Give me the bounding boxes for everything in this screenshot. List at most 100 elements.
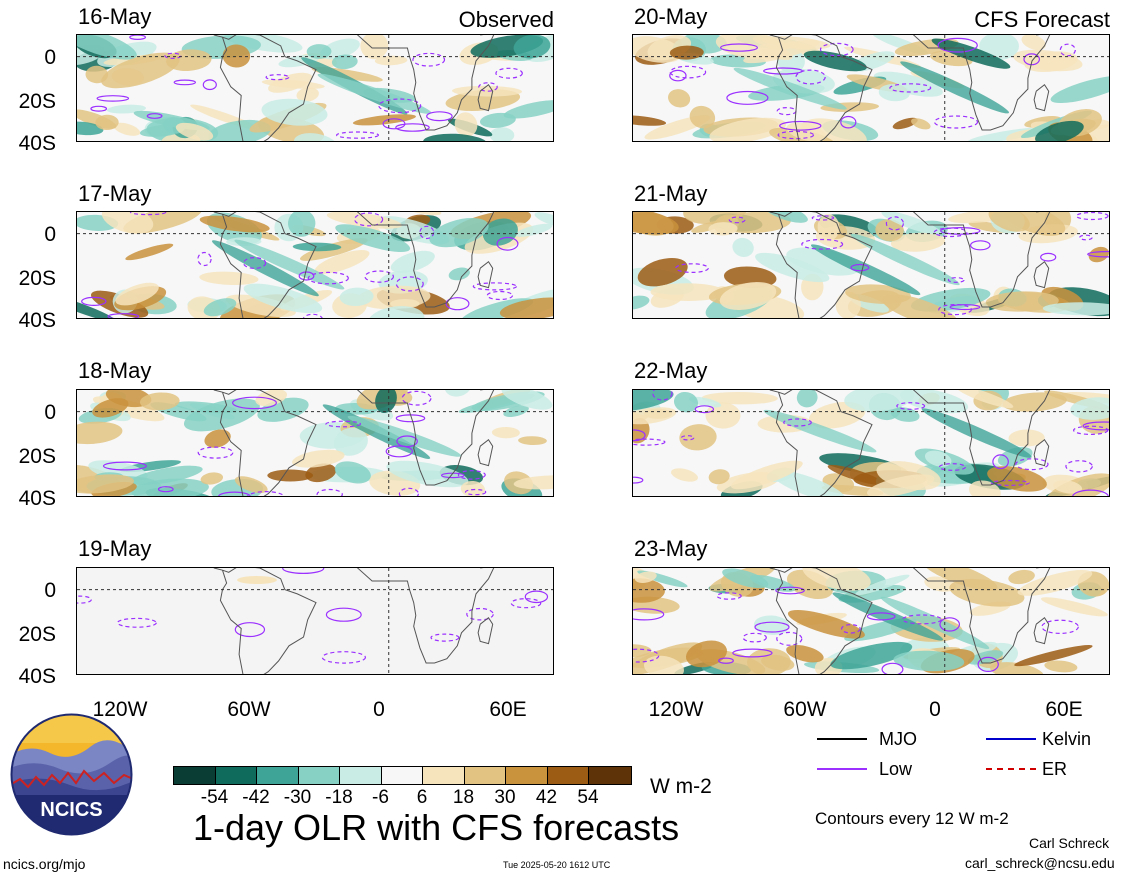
olr-anomaly-blob (77, 295, 116, 318)
panel-date-right-4: 23-May (634, 536, 708, 561)
low-contour (937, 37, 978, 53)
olr-anomaly-blob (796, 390, 818, 408)
olr-anomaly-blob (1002, 212, 1066, 236)
panel-date-left-3: 18-May (78, 358, 152, 383)
low-contour (779, 120, 822, 131)
low-contour (234, 622, 266, 638)
colorbar-tick-label: -54 (200, 787, 229, 808)
lat-tick-40s-row1: 40S (18, 132, 56, 155)
olr-anomaly-blob (375, 390, 397, 414)
low-contour (457, 470, 486, 480)
low-contour (298, 271, 315, 281)
low-contour (669, 65, 707, 79)
low-contour (1065, 460, 1093, 473)
map-panel-left-1 (76, 34, 554, 142)
olr-anomaly-blob (644, 655, 684, 674)
low-contour (464, 488, 487, 496)
coastline (1033, 83, 1050, 112)
low-contour (754, 621, 790, 633)
low-contour (486, 290, 514, 301)
olr-anomaly-blob (139, 392, 180, 411)
coastline (1033, 438, 1050, 467)
olr-anomaly-blob (633, 295, 650, 310)
colorbar-swatch (340, 767, 382, 784)
coastline (769, 568, 779, 571)
low-contour (336, 131, 380, 139)
olr-anomaly-blob (367, 306, 425, 318)
logo-text: NCICS (40, 799, 102, 821)
olr-anomaly-blob (650, 283, 726, 302)
low-contour (466, 607, 494, 621)
olr-anomaly-blob (802, 568, 871, 591)
lat-tick-0-row2: 0 (44, 223, 56, 246)
olr-anomaly-blob (876, 461, 941, 491)
olr-anomaly-blob (326, 212, 402, 229)
olr-anomaly-blob (95, 114, 119, 131)
olr-anomaly-blob (637, 257, 688, 287)
coastline (357, 212, 495, 308)
olr-anomaly-blob (92, 398, 129, 418)
olr-anomaly-blob (762, 212, 808, 223)
low-contour (1082, 421, 1109, 431)
colorbar-swatch (506, 767, 548, 784)
lon-tick-120w-right: 120W (648, 698, 704, 721)
olr-anomaly-blob (701, 391, 778, 405)
olr-anomaly-blob (1035, 120, 1084, 141)
coastline (769, 212, 779, 215)
colorbar-swatch (381, 767, 423, 784)
low-contour (1023, 53, 1040, 66)
coastline (1033, 616, 1050, 645)
coastline (775, 35, 873, 141)
site-url: ncics.org/mjo (3, 856, 86, 872)
olr-anomaly-blob (352, 114, 416, 126)
olr-anomaly-blob (803, 50, 867, 72)
map-panel-left-4 (76, 567, 554, 675)
olr-anomaly-blob (931, 38, 1011, 69)
olr-anomaly-blob (306, 44, 332, 59)
olr-anomaly-blob (288, 212, 316, 237)
low-contour (726, 90, 769, 105)
legend-line-mjo (817, 738, 867, 740)
olr-anomaly-blob (988, 212, 1030, 232)
olr-anomaly-blob (360, 35, 389, 60)
low-contour (949, 304, 981, 311)
olr-anomaly-blob (1021, 35, 1046, 51)
low-contour (1079, 234, 1093, 241)
olr-anomaly-blob (633, 212, 679, 235)
olr-anomaly-blob (731, 460, 803, 490)
lon-tick-60e-left: 60E (489, 698, 527, 721)
olr-anomaly-blob (875, 219, 904, 242)
low-contour (246, 491, 286, 496)
panel-date-left-1: 16-May (78, 4, 152, 29)
olr-anomaly-blob (922, 568, 998, 591)
low-contour (840, 115, 857, 129)
olr-anomaly-blob (305, 463, 337, 483)
coastline (219, 35, 317, 141)
low-contour (1075, 212, 1109, 221)
olr-anomaly-blob (489, 127, 515, 141)
olr-anomaly-blob (985, 291, 1059, 312)
low-contour (396, 435, 418, 448)
olr-anomaly-blob (668, 89, 691, 108)
low-contour (901, 614, 942, 625)
colorbar-tick-label: 30 (494, 787, 516, 808)
low-contour (102, 461, 147, 471)
low-contour (633, 429, 646, 442)
lat-tick-40s-row2: 40S (18, 309, 56, 332)
olr-anomaly-blob (634, 571, 657, 583)
colorbar (173, 766, 632, 785)
coastline (913, 212, 1051, 308)
legend-line-kelvin (986, 738, 1036, 740)
low-contour (197, 446, 234, 459)
olr-map (633, 390, 1109, 496)
legend-label-mjo: MJO (879, 729, 917, 749)
low-contour (321, 651, 366, 664)
panel-date-right-1: 20-May (634, 4, 708, 29)
olr-anomaly-blob (513, 35, 551, 59)
low-contour (445, 297, 470, 311)
low-contour (129, 212, 167, 216)
map-panel-left-2 (76, 211, 554, 319)
olr-anomaly-blob (339, 287, 374, 307)
olr-anomaly-blob (761, 654, 795, 671)
olr-anomaly-blob (423, 133, 488, 141)
